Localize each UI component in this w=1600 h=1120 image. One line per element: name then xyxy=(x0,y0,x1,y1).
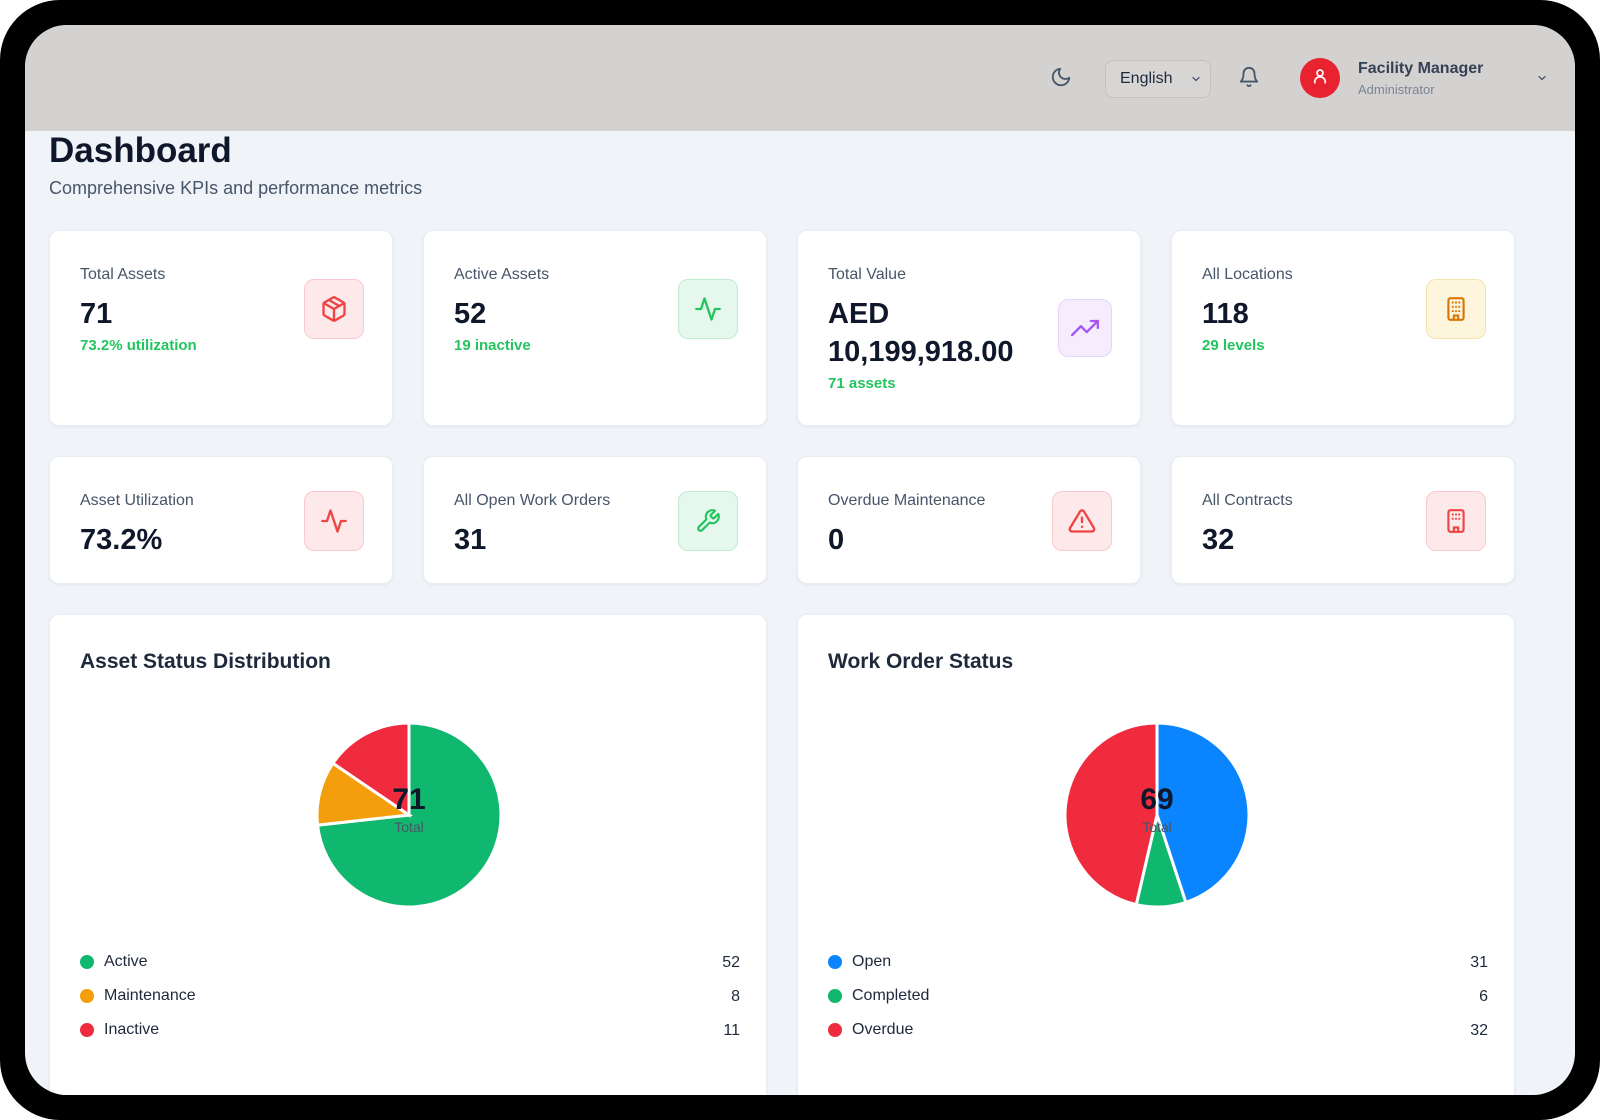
notifications-button[interactable] xyxy=(1235,65,1263,93)
legend-item-inactive: Inactive 11 xyxy=(80,1013,740,1047)
kpi-value: 32 xyxy=(1202,524,1235,556)
work-order-chart-card: Work Order Status 69 Total Open 31 Compl… xyxy=(797,614,1515,1095)
kpi-subtext: 73.2% utilization xyxy=(80,337,197,354)
language-value: English xyxy=(1120,70,1173,87)
contract-icon[interactable] xyxy=(1426,491,1486,551)
asset-status-pie-svg xyxy=(315,721,503,909)
building-icon[interactable] xyxy=(1426,279,1486,339)
kpi-label: All Locations xyxy=(1202,266,1293,283)
legend-value: 32 xyxy=(1470,1022,1488,1039)
chevron-down-icon xyxy=(1534,71,1550,85)
kpi-card-active-assets: Active Assets 52 19 inactive xyxy=(423,230,767,426)
kpi-card-overdue-maintenance: Overdue Maintenance 0 xyxy=(797,456,1141,584)
legend-value: 11 xyxy=(723,1022,740,1039)
legend-dot xyxy=(828,989,842,1003)
asset-status-pie: 71 Total xyxy=(309,715,509,915)
kpi-value: 71 xyxy=(80,298,113,330)
legend-value: 52 xyxy=(722,954,740,971)
legend-dot xyxy=(80,989,94,1003)
kpi-label: All Contracts xyxy=(1202,492,1293,509)
legend-dot xyxy=(828,955,842,969)
kpi-label: Active Assets xyxy=(454,266,550,283)
legend-label: Inactive xyxy=(104,1021,160,1038)
user-info: Facility Manager Administrator xyxy=(1358,60,1483,97)
chart-title: Asset Status Distribution xyxy=(80,650,331,673)
activity-icon[interactable] xyxy=(304,491,364,551)
chevron-down-icon xyxy=(1190,72,1202,86)
activity-icon[interactable] xyxy=(678,279,738,339)
wrench-icon[interactable] xyxy=(678,491,738,551)
kpi-card-all-locations: All Locations 118 29 levels xyxy=(1171,230,1515,426)
legend-value: 8 xyxy=(731,988,740,1005)
chart-legend: Open 31 Completed 6 Overdue 32 xyxy=(828,945,1488,1047)
kpi-subtext: 29 levels xyxy=(1202,337,1265,354)
legend-value: 31 xyxy=(1470,954,1488,971)
kpi-card-open-work-orders: All Open Work Orders 31 xyxy=(423,456,767,584)
user-role: Administrator xyxy=(1358,81,1435,97)
page-subtitle: Comprehensive KPIs and performance metri… xyxy=(49,178,423,198)
asset-status-slice-inactive[interactable] xyxy=(330,721,411,818)
page-title: Dashboard xyxy=(49,131,232,170)
kpi-card-total-value: Total Value AED 10,199,918.00 71 assets xyxy=(797,230,1141,426)
kpi-label: Asset Utilization xyxy=(80,492,194,509)
kpi-value: 73.2% xyxy=(80,524,163,556)
avatar xyxy=(1300,58,1340,98)
asset-status-chart-card: Asset Status Distribution 71 Total Activ… xyxy=(49,614,767,1095)
kpi-value: 0 xyxy=(828,524,845,556)
moon-icon xyxy=(1050,66,1072,93)
kpi-value: 118 xyxy=(1202,298,1249,330)
work-order-pie: 69 Total xyxy=(1057,715,1257,915)
work-order-pie-svg xyxy=(1063,721,1251,909)
legend-label: Maintenance xyxy=(104,987,196,1004)
legend-item-maintenance: Maintenance 8 xyxy=(80,979,740,1013)
legend-value: 6 xyxy=(1479,988,1488,1005)
legend-label: Active xyxy=(104,953,148,970)
kpi-card-asset-utilization: Asset Utilization 73.2% xyxy=(49,456,393,584)
kpi-label: Overdue Maintenance xyxy=(828,492,986,509)
chart-title: Work Order Status xyxy=(828,650,1014,673)
work-order-slice-open[interactable] xyxy=(1155,721,1251,905)
bell-icon xyxy=(1238,66,1260,93)
user-menu[interactable]: Facility Manager Administrator xyxy=(1300,53,1550,103)
legend-dot xyxy=(828,1023,842,1037)
kpi-label: All Open Work Orders xyxy=(454,492,611,509)
work-order-slice-overdue[interactable] xyxy=(1063,721,1159,907)
trending-up-icon[interactable] xyxy=(1058,299,1112,357)
kpi-value: 31 xyxy=(454,524,487,556)
cube-icon[interactable] xyxy=(304,279,364,339)
kpi-card-total-assets: Total Assets 71 73.2% utilization xyxy=(49,230,393,426)
kpi-subtext: 19 inactive xyxy=(454,337,531,354)
legend-label: Open xyxy=(852,953,892,970)
kpi-card-all-contracts: All Contracts 32 xyxy=(1171,456,1515,584)
legend-label: Completed xyxy=(852,987,930,1004)
legend-item-completed: Completed 6 xyxy=(828,979,1488,1013)
language-select[interactable]: English xyxy=(1105,60,1211,98)
kpi-subtext: 71 assets xyxy=(828,375,896,392)
theme-toggle-button[interactable] xyxy=(1047,65,1075,93)
warning-icon[interactable] xyxy=(1052,491,1112,551)
app-screen: English Facility Manager Adminis xyxy=(25,25,1575,1095)
legend-item-overdue: Overdue 32 xyxy=(828,1013,1488,1047)
legend-item-active: Active 52 xyxy=(80,945,740,979)
kpi-value: AED 10,199,918.00 xyxy=(828,298,1014,368)
legend-item-open: Open 31 xyxy=(828,945,1488,979)
top-bar: English Facility Manager Adminis xyxy=(25,25,1575,131)
legend-dot xyxy=(80,1023,94,1037)
kpi-label: Total Value xyxy=(828,266,906,283)
legend-label: Overdue xyxy=(852,1021,914,1038)
chart-legend: Active 52 Maintenance 8 Inactive 11 xyxy=(80,945,740,1047)
user-name: Facility Manager xyxy=(1358,59,1484,77)
legend-dot xyxy=(80,955,94,969)
kpi-label: Total Assets xyxy=(80,266,166,283)
kpi-value: 52 xyxy=(454,298,487,330)
user-icon xyxy=(1311,67,1329,90)
